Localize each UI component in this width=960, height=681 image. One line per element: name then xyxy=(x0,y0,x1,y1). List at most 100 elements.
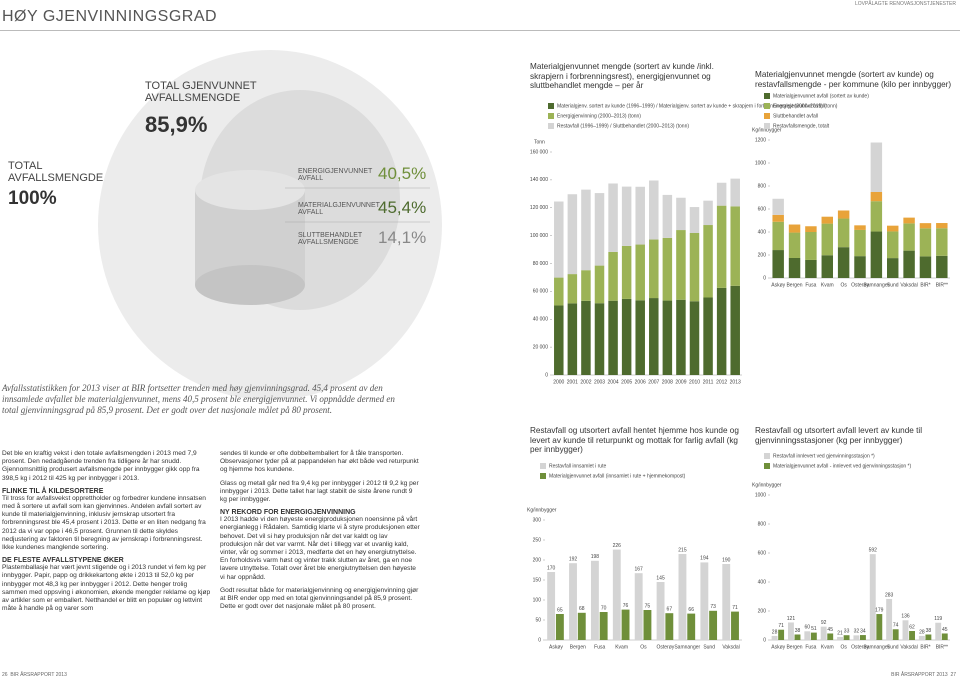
page-number: 26 xyxy=(2,672,8,678)
legend-swatch xyxy=(548,113,554,119)
y-tick-label: 400 xyxy=(758,579,767,585)
y-tick-label: 60 000 xyxy=(533,289,549,295)
y-axis-label: Tonn xyxy=(534,139,545,145)
x-tick-label: Bergen xyxy=(570,644,586,650)
bar-segment xyxy=(854,229,866,257)
value-label: 198 xyxy=(591,554,600,560)
bar xyxy=(643,610,652,640)
y-tick-label: 20 000 xyxy=(533,344,549,350)
bar-segment xyxy=(554,201,564,278)
bar xyxy=(886,598,893,640)
x-tick-label: Askøy xyxy=(771,282,785,288)
legend-label: Energigjenvinning (2000–2013) (tonn) xyxy=(557,113,641,119)
y-tick-label: 150 xyxy=(533,577,542,583)
bar-segment xyxy=(649,298,659,375)
y-tick-label: 120 000 xyxy=(530,205,548,211)
x-tick-label: 2007 xyxy=(648,379,659,385)
column: sendes til kunde er ofte dobbeltemballer… xyxy=(220,450,420,616)
total-label: TOTAL AVFALLSMENGDE xyxy=(8,160,104,184)
x-tick-label: Fusa xyxy=(805,282,816,288)
x-tick-label: Kvam xyxy=(821,282,834,288)
bar-segment xyxy=(676,299,686,375)
bar xyxy=(827,633,834,640)
bar-segment xyxy=(730,206,740,286)
legend-label: Restavfallsmengde, totalt xyxy=(773,123,830,129)
bar-segment xyxy=(887,258,899,278)
bar-segment xyxy=(772,250,784,278)
bar-segment xyxy=(621,245,632,299)
bar xyxy=(853,635,860,640)
y-tick-label: 1000 xyxy=(755,492,766,498)
bar-segment xyxy=(919,228,932,257)
x-tick-label: 2012 xyxy=(716,379,727,385)
value-label: 226 xyxy=(613,543,622,549)
heading: FLINKE TIL Å KILDESORTERE xyxy=(2,487,104,495)
bar xyxy=(935,622,942,640)
column: Det ble en kraftig vekst i den totale av… xyxy=(2,450,212,618)
footer-text: BIR ÅRSRAPPORT 2013 xyxy=(10,672,67,678)
legend-label: Restavfall innlevert ved gjenvinningssta… xyxy=(773,453,875,459)
bar xyxy=(621,609,630,640)
value-label: 592 xyxy=(869,547,878,553)
value-label: 32 xyxy=(854,629,860,635)
x-tick-label: 2001 xyxy=(567,379,578,385)
x-tick-label: BIR** xyxy=(936,282,948,288)
value-label: 70 xyxy=(601,605,607,611)
y-tick-label: 0 xyxy=(763,637,766,643)
bar-segment xyxy=(919,223,932,229)
bar-segment xyxy=(903,250,915,278)
bar-segment xyxy=(936,228,948,256)
bar-segment xyxy=(821,223,833,256)
x-tick-label: Samnanger xyxy=(674,644,700,650)
value-label: 194 xyxy=(700,556,709,562)
legend-label: Materialgjenvunnet avfall - innlevert ve… xyxy=(773,463,911,469)
bar xyxy=(925,634,932,640)
cylinder-top xyxy=(195,170,305,210)
page-number: 27 xyxy=(950,672,956,678)
x-tick-label: Osterøy xyxy=(656,644,674,650)
bar xyxy=(656,582,665,640)
paragraph: Glass og metall går ned fra 9,4 kg per i… xyxy=(220,479,419,504)
heading: DE FLESTE AVFALLSTYPENE ØKER xyxy=(2,557,124,565)
x-tick-label: Sund xyxy=(703,644,715,650)
recovered-label: TOTAL GJENVUNNET AVFALLSMENGDE xyxy=(145,80,257,104)
value-label: 167 xyxy=(635,567,644,573)
y-tick-label: 800 xyxy=(758,521,767,527)
value-label: 75 xyxy=(645,603,651,609)
energy-value: 40,5% xyxy=(378,164,427,183)
total-value: 100% xyxy=(8,188,57,209)
bar xyxy=(778,629,785,640)
bar-segment xyxy=(716,287,727,375)
y-tick-label: 200 xyxy=(758,608,767,614)
legend-label: Energigjenvunnet avfall xyxy=(773,103,825,109)
bar-segment xyxy=(837,247,850,278)
bar-segment xyxy=(567,274,578,304)
x-tick-label: 2013 xyxy=(730,379,741,385)
legend-swatch xyxy=(548,103,554,109)
legend-swatch xyxy=(764,113,770,119)
y-tick-label: 40 000 xyxy=(533,317,549,323)
x-tick-label: BIR** xyxy=(936,644,948,650)
value-label: 28 xyxy=(919,629,925,635)
legend-label: Sluttbehandlet avfall xyxy=(773,113,818,119)
value-label: 51 xyxy=(811,626,817,632)
bar xyxy=(612,549,621,640)
bar-segment xyxy=(730,285,740,375)
y-tick-label: 400 xyxy=(758,229,767,235)
y-tick-label: 250 xyxy=(533,537,542,543)
x-tick-label: Vaksdal xyxy=(900,644,917,650)
bar-segment xyxy=(887,231,899,259)
y-tick-label: 800 xyxy=(758,183,767,189)
x-tick-label: Askøy xyxy=(549,644,563,650)
bar xyxy=(771,635,778,640)
x-tick-label: Os xyxy=(840,282,847,288)
x-tick-label: 2005 xyxy=(621,379,632,385)
paragraph: Til tross for avfallsvekst opprettholder… xyxy=(2,494,206,552)
bar-segment xyxy=(676,230,686,300)
value-label: 68 xyxy=(579,606,585,612)
bar-segment xyxy=(788,257,801,278)
paragraph: Det ble en kraftig vekst i den totale av… xyxy=(2,450,200,482)
bar xyxy=(804,631,811,640)
bar-segment xyxy=(821,216,833,224)
x-tick-label: 2003 xyxy=(594,379,605,385)
